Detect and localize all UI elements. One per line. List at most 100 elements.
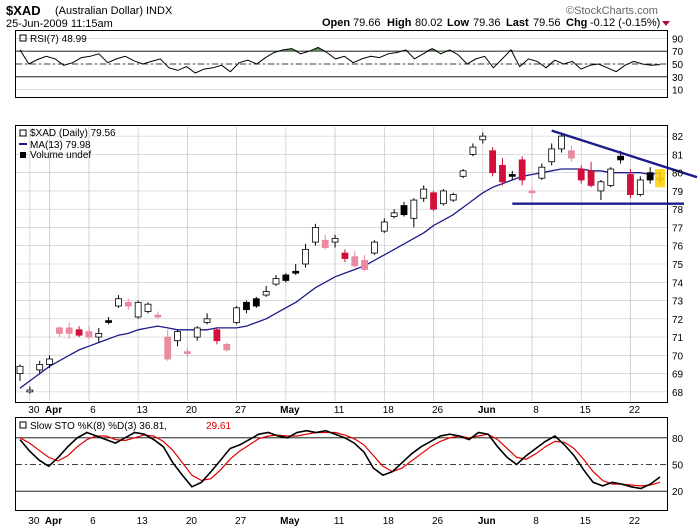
rsi-overbought-fill: [20, 49, 29, 52]
candle-body: [410, 199, 418, 219]
down-arrow-icon: [662, 21, 670, 26]
candle-body: [361, 259, 369, 270]
upper-trendline: [551, 129, 698, 179]
candle-body: [75, 329, 83, 336]
price-x-tick-label: 30: [28, 405, 40, 416]
stochastic-layer: [16, 429, 667, 492]
sto-x-tick-label: 11: [334, 516, 345, 527]
rsi-layer: [16, 46, 667, 78]
candle-body: [65, 327, 73, 334]
rsi-overbought-fill: [291, 48, 301, 52]
candle-body: [46, 358, 53, 365]
candle-body: [479, 135, 487, 141]
rsi-tick-label: 10: [672, 86, 684, 97]
instrument-name: (Australian Dollar): [55, 5, 143, 17]
candle-body: [55, 327, 63, 334]
rsi-tick-label: 30: [672, 73, 684, 84]
candle-body: [26, 389, 34, 393]
candle-body: [646, 172, 654, 181]
sto-d-value: 29.61: [206, 421, 231, 432]
sto-tick-label: 50: [672, 461, 684, 472]
copyright-label: ©StockCharts.com: [566, 5, 658, 17]
sto-x-tick-label: 15: [580, 516, 592, 527]
sto-x-tick-label: Jun: [478, 516, 496, 527]
price-layer: [16, 129, 698, 394]
price-tick-label: 77: [672, 223, 684, 234]
sto-x-tick-label: 13: [137, 516, 149, 527]
candle-body: [331, 238, 339, 243]
sto-tick-label: 20: [672, 487, 684, 498]
price-tick-label: 82: [672, 132, 684, 143]
last-label: Last: [506, 17, 529, 29]
last-value: 79.56: [533, 17, 561, 29]
last-price-highlight: [655, 169, 665, 188]
candle-body: [183, 351, 191, 354]
price-x-tick-label: 20: [186, 405, 198, 416]
candle-body: [272, 278, 280, 285]
price-x-tick-label: 15: [580, 405, 592, 416]
candle-body: [617, 155, 625, 161]
candle-body: [636, 179, 644, 195]
price-x-tick-label: 26: [432, 405, 444, 416]
price-x-tick-label: Jun: [478, 405, 496, 416]
price-label: $XAD (Daily) 79.56: [30, 128, 116, 139]
panel-labels: RSI(7) 48.99 $XAD (Daily) 79.56 MA(13) 7…: [19, 34, 231, 432]
sto-x-tick-label: 26: [432, 516, 444, 527]
sto-x-tick-label: 8: [533, 516, 539, 527]
price-tick-label: 72: [672, 315, 684, 326]
rsi-tick-label: 50: [672, 60, 684, 71]
candle-body: [607, 168, 615, 186]
price-tick-label: 76: [672, 242, 684, 253]
candle-body: [174, 331, 181, 342]
sto-x-tick-label: 30: [28, 516, 40, 527]
candle-body: [518, 159, 526, 181]
rsi-overbought-fill: [510, 49, 520, 52]
candle-body: [567, 150, 575, 159]
price-x-tick-label: 27: [235, 405, 247, 416]
price-x-tick-label: 6: [90, 405, 96, 416]
price-x-tick-label: 8: [533, 405, 539, 416]
candle-body: [262, 290, 270, 296]
candle-body: [548, 148, 556, 163]
candle-body: [252, 298, 260, 307]
candle-body: [449, 194, 457, 201]
price-panel: [15, 125, 668, 403]
price-tick-label: 73: [672, 297, 684, 308]
chg-label: Chg: [566, 17, 587, 29]
quote-bar: Open 79.66 High 80.02 Low 79.36 Last 79.…: [322, 17, 670, 29]
exchange-label: INDX: [146, 5, 173, 17]
candle-body: [469, 146, 477, 155]
candle-body: [302, 248, 309, 265]
candle-body: [351, 256, 359, 267]
price-tick-label: 71: [672, 333, 684, 344]
candle-body: [627, 174, 634, 195]
candle-body: [597, 181, 605, 192]
price-tick-label: 70: [672, 351, 684, 362]
sto-label: Slow STO %K(8) %D(3) 36.81,: [30, 421, 167, 432]
open-label: Open: [322, 17, 350, 29]
candle-body: [538, 166, 546, 179]
ma-label: MA(13) 79.98: [30, 140, 91, 151]
sto-x-tick-label: 6: [90, 516, 96, 527]
low-value: 79.36: [473, 17, 501, 29]
price-x-tick-label: May: [280, 405, 300, 416]
rsi-overbought-fill: [502, 49, 511, 52]
rsi-panel: [15, 30, 668, 98]
sto-x-tick-label: 18: [383, 516, 395, 527]
price-tick-label: 75: [672, 260, 684, 271]
rsi-line: [19, 46, 661, 74]
sto-d-line: [19, 431, 661, 487]
sto-legend-swatch: [19, 421, 27, 429]
datetime-label: 25-Jun-2009 11:15am: [6, 18, 113, 30]
sto-x-tick-label: 20: [186, 516, 198, 527]
candle-body: [282, 274, 290, 281]
high-label: High: [387, 17, 412, 29]
high-value: 80.02: [415, 17, 443, 29]
candle-body: [154, 314, 162, 318]
rsi-legend-swatch: [19, 34, 27, 42]
symbol-label: $XAD: [6, 3, 41, 18]
rsi-overbought-fill: [405, 49, 415, 52]
candle-body: [390, 212, 398, 217]
sto-x-tick-label: May: [280, 516, 300, 527]
